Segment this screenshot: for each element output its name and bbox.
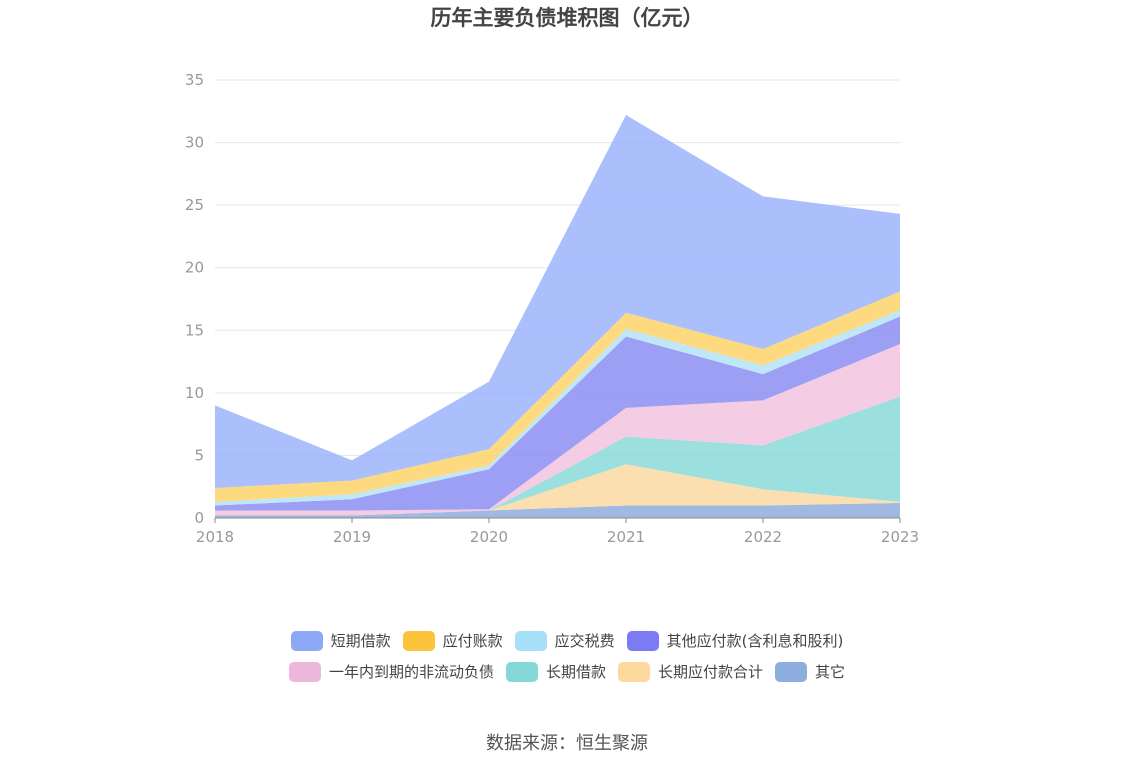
x-tick-label: 2021 <box>607 528 645 546</box>
chart-title: 历年主要负债堆积图（亿元） <box>430 6 704 30</box>
area-series-长期借款[interactable] <box>215 396 900 516</box>
y-tick-label: 30 <box>185 134 204 152</box>
legend: 短期借款 应付账款 应交税费 其他应付款(含利息和股利) 一年内到期的非流动负债 长期借… <box>0 630 1134 692</box>
area-series-其他应付款(含利息和股利)[interactable] <box>215 316 900 511</box>
legend-swatch <box>290 630 323 651</box>
legend-label: 短期借款 <box>330 632 391 650</box>
legend-item[interactable]: 短期借款 <box>290 630 391 651</box>
legend-row: 短期借款 应付账款 应交税费 其他应付款(含利息和股利) <box>0 630 1134 651</box>
axes: 0 5 10 15 20 25 30 35 2018 2019 2020 2021 2022 2023 <box>185 71 919 546</box>
y-tick-label: 5 <box>194 446 204 464</box>
x-tick-label: 2018 <box>196 528 234 546</box>
legend-label: 应付账款 <box>442 632 503 650</box>
legend-label: 长期应付款合计 <box>658 663 764 681</box>
area-series <box>215 115 900 518</box>
legend-swatch <box>514 630 547 651</box>
legend-row: 一年内到期的非流动负债 长期借款 长期应付款合计 其它 <box>0 661 1134 682</box>
legend-label: 其他应付款(含利息和股利) <box>666 632 844 650</box>
legend-item[interactable]: 应付账款 <box>402 630 503 651</box>
legend-item[interactable]: 一年内到期的非流动负债 <box>288 661 494 682</box>
y-tick-label: 20 <box>185 259 204 277</box>
legend-swatch <box>402 630 435 651</box>
x-tick-label: 2019 <box>333 528 371 546</box>
legend-label: 一年内到期的非流动负债 <box>328 663 494 681</box>
x-tick-label: 2023 <box>881 528 919 546</box>
area-series-应付账款[interactable] <box>215 291 900 502</box>
y-tick-label: 25 <box>185 196 204 214</box>
legend-swatch <box>618 661 650 682</box>
area-series-其它[interactable] <box>215 502 900 518</box>
legend-swatch <box>775 661 808 682</box>
area-series-长期应付款合计[interactable] <box>215 464 900 516</box>
legend-item[interactable]: 其他应付款(含利息和股利) <box>626 630 844 651</box>
legend-item[interactable]: 应交税费 <box>514 630 615 651</box>
legend-swatch <box>505 661 538 682</box>
x-tick-label: 2020 <box>470 528 508 546</box>
legend-item[interactable]: 长期借款 <box>505 661 606 682</box>
y-tick-label: 10 <box>185 384 204 402</box>
legend-item[interactable]: 长期应付款合计 <box>618 661 763 682</box>
x-tick-label: 2022 <box>744 528 782 546</box>
area-series-短期借款[interactable] <box>215 115 900 488</box>
area-series-一年内到期的非流动负债[interactable] <box>215 344 900 516</box>
legend-item[interactable]: 其它 <box>775 661 845 682</box>
y-tick-label: 15 <box>185 321 204 339</box>
area-series-应交税费[interactable] <box>215 310 900 506</box>
legend-label: 长期借款 <box>545 663 606 681</box>
y-tick-label: 35 <box>185 71 204 89</box>
y-tick-label: 0 <box>194 509 204 527</box>
legend-swatch <box>288 661 321 682</box>
legend-label: 其它 <box>815 663 846 681</box>
data-source-note: 数据来源：恒生聚源 <box>486 733 648 754</box>
legend-label: 应交税费 <box>554 632 615 650</box>
legend-swatch <box>626 630 659 651</box>
